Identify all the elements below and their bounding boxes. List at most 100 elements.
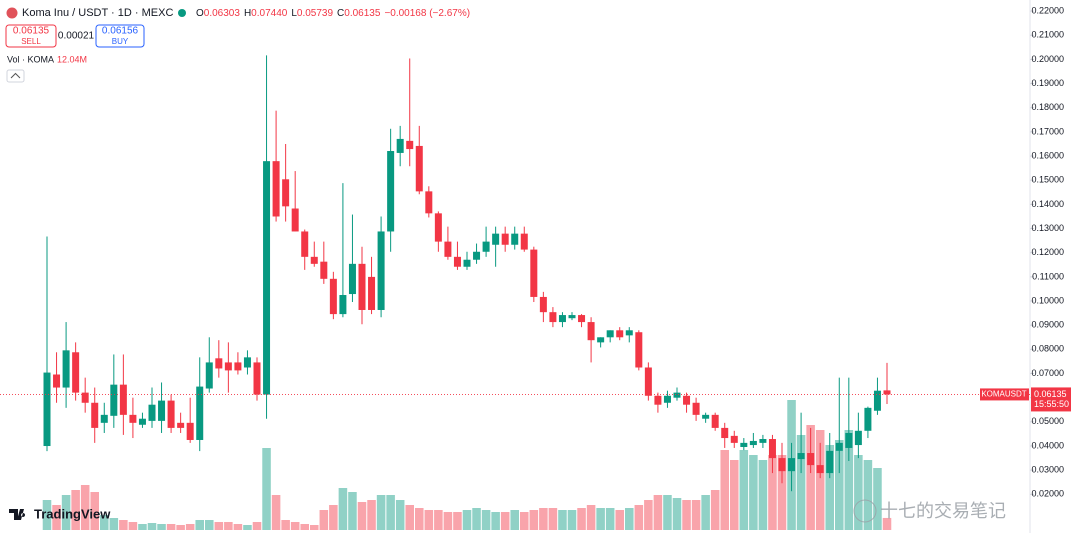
countdown: 15:55:50 bbox=[1034, 399, 1069, 409]
candle-body bbox=[129, 414, 137, 423]
volume-bar bbox=[653, 495, 663, 530]
sell-label[interactable]: SELL bbox=[21, 37, 41, 46]
ohlc-value: 0.06303 bbox=[204, 8, 241, 19]
volume-bar bbox=[472, 508, 481, 530]
candle-body bbox=[177, 422, 185, 428]
candle-body bbox=[329, 278, 337, 315]
candle-body bbox=[282, 179, 290, 207]
volume-bar bbox=[777, 455, 787, 530]
candle-body bbox=[310, 256, 318, 264]
candle-body bbox=[100, 414, 108, 423]
volume-bar bbox=[157, 524, 166, 530]
candle-body bbox=[492, 233, 500, 245]
volume-bar bbox=[539, 508, 548, 530]
candle-body bbox=[673, 392, 681, 398]
candle-body bbox=[597, 337, 605, 343]
volume-bar bbox=[882, 517, 892, 530]
candle-body bbox=[339, 295, 347, 315]
y-tick-label: 0.12000 bbox=[1031, 247, 1064, 257]
y-tick-label: 0.04000 bbox=[1031, 440, 1064, 450]
volume-bar bbox=[405, 505, 414, 530]
candle-body bbox=[826, 450, 834, 474]
volume-bar bbox=[90, 492, 99, 530]
volume-bar bbox=[224, 522, 233, 530]
volume-layer bbox=[42, 400, 892, 530]
volume-title: Vol · KOMA bbox=[7, 54, 54, 64]
candle-body bbox=[243, 357, 251, 368]
volume-bar bbox=[185, 524, 195, 530]
collapse-button[interactable] bbox=[6, 69, 25, 83]
volume-bar bbox=[176, 525, 185, 530]
volume-bar bbox=[481, 510, 491, 530]
candle-body bbox=[453, 256, 461, 267]
buy-price[interactable]: 0.06156 bbox=[102, 26, 139, 37]
volume-bar bbox=[462, 510, 472, 530]
volume-bar bbox=[443, 512, 453, 530]
y-tick-label: 0.14000 bbox=[1031, 199, 1064, 209]
volume-bar bbox=[520, 512, 529, 530]
candle-body bbox=[711, 414, 719, 428]
candle-body bbox=[53, 374, 61, 388]
candle-body bbox=[387, 151, 395, 232]
candle-body bbox=[568, 315, 576, 319]
candle-body bbox=[348, 263, 356, 295]
buy-button[interactable] bbox=[95, 24, 145, 48]
candle-body bbox=[654, 395, 662, 405]
volume-bar bbox=[367, 500, 376, 530]
volume-bar bbox=[749, 455, 758, 530]
candle-body bbox=[578, 315, 586, 323]
candle-body bbox=[692, 402, 700, 415]
candle-body bbox=[358, 263, 366, 310]
volume-bar bbox=[281, 520, 290, 530]
candle-body bbox=[291, 208, 299, 232]
brand-logo bbox=[9, 509, 26, 520]
candle-body bbox=[558, 315, 566, 323]
candle-body bbox=[138, 418, 146, 425]
watermark: 十七的交易笔记 bbox=[880, 501, 1006, 521]
volume-bar bbox=[138, 524, 147, 530]
volume-bar bbox=[262, 448, 271, 530]
buy-label[interactable]: BUY bbox=[112, 37, 129, 46]
candle-body bbox=[482, 241, 490, 252]
y-tick-label: 0.02000 bbox=[1031, 489, 1064, 499]
candle-body bbox=[377, 231, 385, 310]
volume-bar bbox=[615, 510, 624, 530]
candle-body bbox=[644, 367, 652, 396]
volume-bar bbox=[61, 495, 71, 530]
y-tick-label: 0.21000 bbox=[1031, 30, 1064, 40]
candle-body bbox=[807, 453, 815, 466]
candle-body bbox=[62, 350, 70, 388]
candle-body bbox=[72, 352, 80, 393]
volume-bar bbox=[605, 508, 615, 530]
collapse-icon bbox=[10, 72, 21, 79]
candle-body bbox=[778, 458, 786, 472]
candle-body bbox=[606, 330, 614, 338]
sell-button[interactable] bbox=[5, 24, 57, 48]
candle-body bbox=[81, 392, 89, 403]
y-tick-label: 0.18000 bbox=[1031, 102, 1064, 112]
volume-bar bbox=[271, 495, 281, 530]
volume-bar bbox=[147, 523, 157, 530]
volume-bar bbox=[739, 450, 749, 530]
volume-bar bbox=[796, 435, 806, 530]
candle-body bbox=[415, 145, 423, 192]
candle-body bbox=[797, 453, 805, 460]
volume-bar bbox=[701, 495, 710, 530]
price-tag-label: 0.06135 bbox=[1034, 389, 1067, 399]
candle-body bbox=[215, 358, 223, 369]
volume-bar bbox=[500, 512, 510, 530]
candle-body bbox=[587, 322, 595, 341]
candle-body bbox=[616, 330, 624, 338]
brand: TradingView bbox=[34, 506, 111, 521]
candle-body bbox=[368, 276, 376, 310]
market-status bbox=[178, 9, 186, 17]
volume-bar bbox=[854, 455, 863, 530]
candle-body bbox=[110, 384, 118, 416]
sell-price[interactable]: 0.06135 bbox=[13, 26, 50, 37]
volume-bar bbox=[691, 500, 701, 530]
candle-body bbox=[186, 422, 194, 440]
volume-bar bbox=[395, 500, 405, 530]
candle-body bbox=[406, 140, 414, 150]
symbol-tag bbox=[980, 388, 1029, 401]
